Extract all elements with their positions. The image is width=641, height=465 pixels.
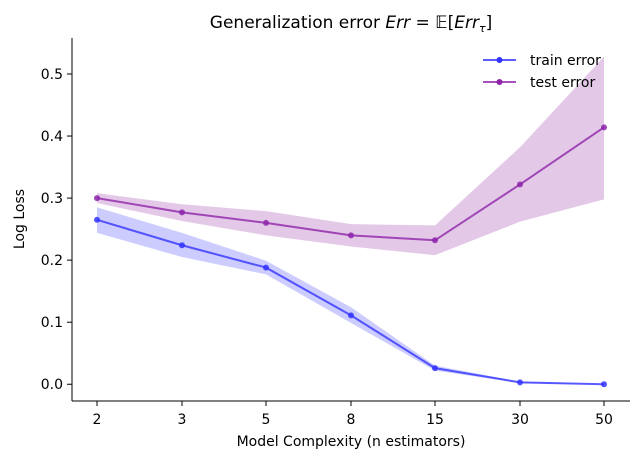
chart-legend: train error test error — [483, 53, 601, 91]
chart-title: Generalization error Err = 𝔼[Errτ] — [210, 13, 492, 35]
y-tick-label: 0.5 — [41, 67, 63, 83]
x-tick-label: 2 — [93, 412, 102, 428]
train-error-point — [263, 264, 269, 271]
test-error-point — [94, 195, 100, 202]
x-tick-label: 3 — [178, 412, 187, 428]
train-error-point — [432, 365, 438, 372]
x-axis-label: Model Complexity (n estimators) — [237, 434, 466, 450]
train-error-point — [94, 216, 100, 223]
x-tick-label: 50 — [595, 412, 613, 428]
x-tick-label: 15 — [426, 412, 444, 428]
legend-swatch-marker — [496, 57, 503, 63]
x-tick-label: 30 — [511, 412, 529, 428]
test-error-point — [263, 219, 269, 226]
y-tick-label: 0.4 — [41, 129, 63, 145]
test-error-point — [179, 209, 185, 216]
legend-label: train error — [530, 53, 601, 69]
legend-swatch-marker — [496, 79, 503, 85]
test-error-point — [432, 237, 438, 244]
y-tick-label: 0.3 — [41, 191, 63, 207]
series-points — [94, 124, 607, 388]
train-error-point — [517, 379, 523, 386]
legend-item-test-error: test error — [483, 75, 595, 91]
test-error-point — [517, 181, 523, 188]
train-error-point — [179, 242, 185, 249]
confidence-bands — [97, 56, 604, 385]
legend-item-train-error: train error — [483, 53, 601, 69]
train-error-confidence-band — [97, 207, 604, 385]
x-axis-ticks: 2 3 5 8 15 30 50 — [93, 401, 613, 428]
test-error-point — [348, 232, 354, 239]
y-tick-label: 0.1 — [41, 315, 63, 331]
y-tick-label: 0.0 — [41, 377, 63, 393]
y-axis-ticks: 0.0 0.1 0.2 0.3 0.4 0.5 — [41, 67, 72, 393]
train-error-point — [348, 312, 354, 319]
y-axis-label: Log Loss — [12, 189, 28, 249]
test-error-point — [601, 124, 607, 131]
test-error-confidence-band — [97, 56, 604, 256]
x-tick-label: 8 — [347, 412, 356, 428]
x-tick-label: 5 — [262, 412, 271, 428]
train-error-point — [601, 381, 607, 388]
legend-label: test error — [530, 75, 595, 91]
y-tick-label: 0.2 — [41, 253, 63, 269]
